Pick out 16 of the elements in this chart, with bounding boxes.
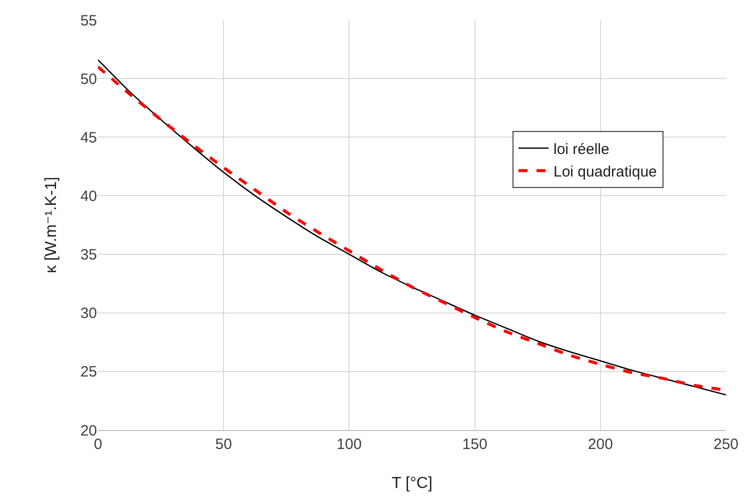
x-tick-label: 100 xyxy=(336,436,362,453)
legend-label: Loi quadratique xyxy=(553,164,657,180)
x-tick-label: 250 xyxy=(713,436,739,453)
x-tick-label: 50 xyxy=(215,436,232,453)
y-tick-label: 45 xyxy=(80,129,97,146)
y-tick-label: 40 xyxy=(80,188,97,205)
x-axis-title: T [°C] xyxy=(392,475,432,492)
x-tick-label: 150 xyxy=(462,436,488,453)
y-tick-label: 25 xyxy=(80,364,97,381)
y-tick-label: 50 xyxy=(80,70,97,88)
x-tick-label: 200 xyxy=(588,436,613,453)
y-axis-title: κ [W.m⁻¹.K-1] xyxy=(43,176,60,274)
y-tick-label: 55 xyxy=(80,12,97,30)
y-tick-label: 30 xyxy=(80,305,97,322)
y-tick-label: 35 xyxy=(80,246,97,264)
legend-label: loi réelle xyxy=(553,141,610,158)
